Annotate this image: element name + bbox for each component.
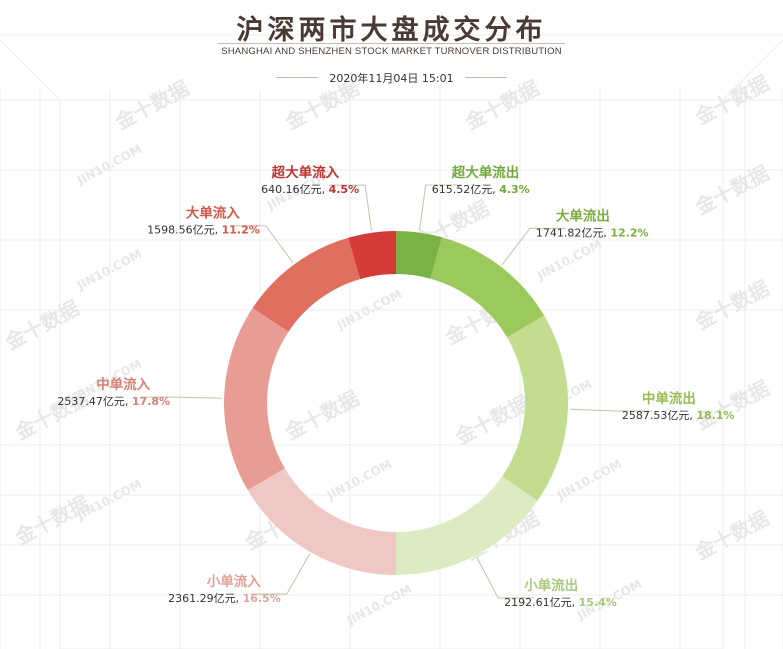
page-subtitle: SHANGHAI AND SHENZHEN STOCK MARKET TURNO… — [221, 46, 562, 57]
date-rule-right — [465, 77, 507, 78]
slice-label: 小单流出 — [524, 577, 578, 594]
grid-line — [722, 39, 783, 101]
donut-slice-5 — [224, 307, 289, 491]
leader-line — [329, 184, 373, 231]
leader-line — [476, 556, 535, 599]
donut-slice-3 — [396, 476, 538, 575]
donut-slice-0 — [396, 231, 443, 279]
title-rule — [218, 43, 565, 44]
leader-line — [501, 227, 566, 266]
slice-value-label: 2192.61亿元, 15.4% — [504, 596, 617, 609]
date-rule-left — [276, 77, 318, 78]
slice-label: 中单流出 — [642, 390, 696, 407]
donut-slice-6 — [252, 237, 361, 332]
donut-slice-7 — [348, 231, 396, 280]
page-title: 沪深两市大盘成交分布 — [236, 15, 547, 46]
donut-slice-1 — [430, 237, 545, 338]
slice-value-label: 1741.82亿元, 12.2% — [536, 226, 649, 239]
slice-label: 超大单流入 — [271, 164, 340, 181]
slice-value-label: 615.52亿元, 4.3% — [432, 183, 530, 196]
slice-label: 大单流入 — [186, 205, 240, 222]
slice-value-label: 2587.53亿元, 18.1% — [622, 409, 735, 422]
slice-value-label: 640.16亿元, 4.5% — [261, 183, 359, 196]
slice-value-label: 1598.56亿元, 11.2% — [147, 224, 260, 237]
donut-slice-2 — [502, 315, 568, 501]
slice-value-label: 2537.47亿元, 17.8% — [57, 395, 170, 408]
slice-label: 大单流出 — [556, 207, 610, 224]
grid-frame — [59, 99, 724, 649]
leader-line — [569, 408, 652, 412]
timestamp: 2020年11月04日 15:01 — [329, 72, 454, 85]
leader-line — [140, 396, 223, 399]
donut-slice-4 — [247, 468, 396, 575]
leader-line — [229, 225, 294, 264]
slice-label: 超大单流出 — [451, 164, 520, 181]
slice-value-label: 2361.29亿元, 16.5% — [168, 592, 281, 605]
slice-label: 中单流入 — [96, 376, 150, 393]
slice-label: 小单流入 — [207, 573, 261, 590]
leader-line — [419, 184, 462, 231]
grid-line — [0, 39, 61, 101]
leader-line — [250, 553, 311, 595]
